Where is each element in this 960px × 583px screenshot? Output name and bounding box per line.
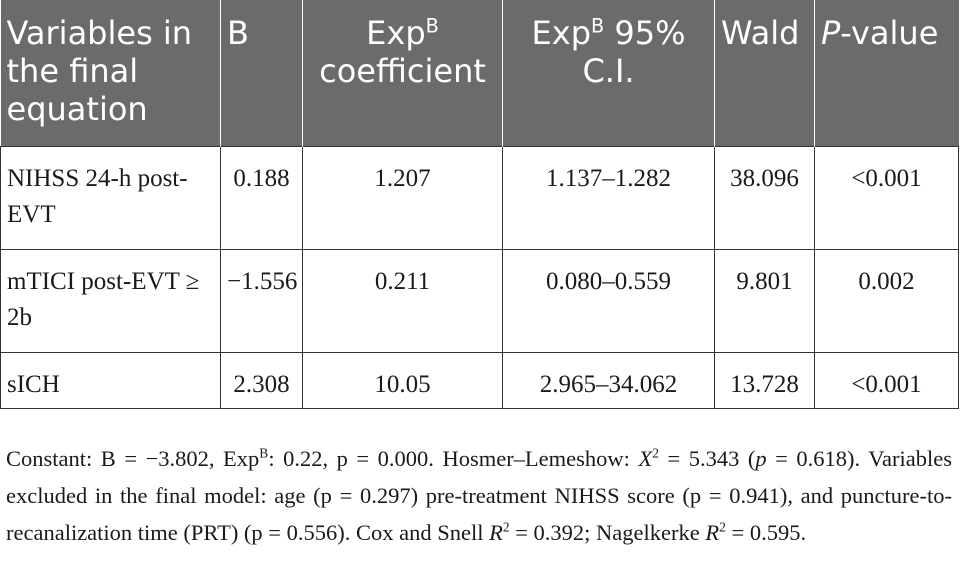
cell-wald: 9.801 xyxy=(714,248,815,353)
cell-p: <0.001 xyxy=(814,351,959,409)
table-footnote: Constant: B = −3.802, ExpB: 0.22, p = 0.… xyxy=(6,445,952,545)
table-header-row: Variables in the final equation B ExpB c… xyxy=(0,0,959,146)
cell-exp-b: 0.211 xyxy=(302,248,503,353)
header-exp-b-ci: ExpB 95% C.I. xyxy=(502,0,715,146)
cell-ci: 0.080–0.559 xyxy=(502,248,715,353)
cell-b: −1.556 xyxy=(220,248,303,353)
header-b: B xyxy=(220,0,303,146)
table-row: NIHSS 24-h post-EVT 0.188 1.207 1.137–1.… xyxy=(0,145,959,250)
header-variables: Variables in the final equation xyxy=(0,0,221,146)
header-wald: Wald xyxy=(714,0,815,146)
cell-exp-b: 10.05 xyxy=(302,351,503,409)
header-p-value: P-value xyxy=(814,0,959,146)
cell-variable: sICH xyxy=(0,351,221,409)
header-exp-b-coefficient: ExpB coefficient xyxy=(302,0,503,146)
cell-b: 0.188 xyxy=(220,145,303,250)
regression-table: Variables in the final equation B ExpB c… xyxy=(0,0,959,409)
cell-p: 0.002 xyxy=(814,248,959,353)
cell-variable: mTICI post-EVT ≥ 2b xyxy=(0,248,221,353)
table-row: mTICI post-EVT ≥ 2b −1.556 0.211 0.080–0… xyxy=(0,248,959,353)
table-row: sICH 2.308 10.05 2.965–34.062 13.728 <0.… xyxy=(0,351,959,409)
cell-wald: 38.096 xyxy=(714,145,815,250)
cell-variable: NIHSS 24-h post-EVT xyxy=(0,145,221,250)
cell-wald: 13.728 xyxy=(714,351,815,409)
cell-exp-b: 1.207 xyxy=(302,145,503,250)
cell-p: <0.001 xyxy=(814,145,959,250)
cell-b: 2.308 xyxy=(220,351,303,409)
cell-ci: 2.965–34.062 xyxy=(502,351,715,409)
cell-ci: 1.137–1.282 xyxy=(502,145,715,250)
